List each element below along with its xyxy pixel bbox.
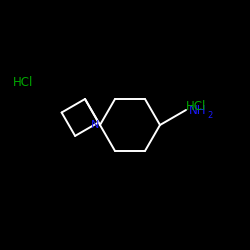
Text: 2: 2	[207, 110, 212, 120]
Text: N: N	[91, 120, 99, 130]
Text: HCl: HCl	[186, 100, 206, 113]
Text: NH: NH	[189, 104, 206, 118]
Text: HCl: HCl	[12, 76, 33, 89]
